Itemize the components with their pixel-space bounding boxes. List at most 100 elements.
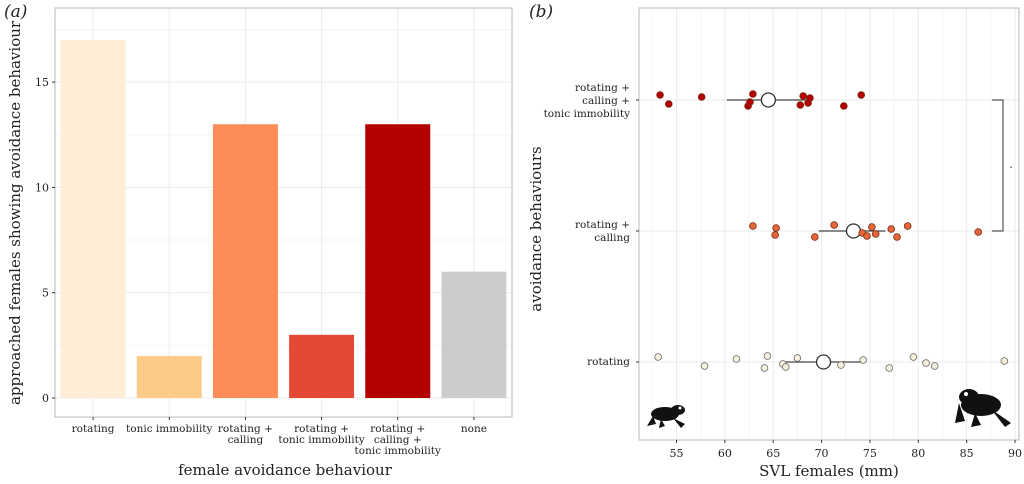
bar — [441, 271, 507, 398]
panel-a-y-axis-title: approached females showing avoidance beh… — [6, 20, 24, 405]
significance-marker: . — [1009, 158, 1013, 171]
data-point — [811, 233, 819, 241]
data-point — [781, 363, 790, 371]
panel-b-frame — [638, 7, 1020, 441]
x-tick-label: 75 — [863, 447, 877, 460]
panel-a-x-axis-title: female avoidance behaviour — [178, 461, 393, 479]
panel-a-bars — [60, 40, 507, 398]
y-category-label-line: rotating + — [575, 219, 630, 231]
bar — [212, 124, 278, 398]
y-tick-label: 15 — [35, 76, 49, 89]
data-point — [857, 91, 866, 99]
x-category-label-line: tonic immobility — [126, 423, 212, 435]
y-category-label-line: rotating + — [575, 82, 630, 94]
x-category-label: rotating + calling — [218, 423, 273, 446]
x-category-label-line: tonic immobility — [355, 445, 441, 457]
x-category-label-line: rotating — [72, 423, 115, 435]
data-point — [749, 90, 757, 98]
y-tick-label: 5 — [42, 287, 49, 300]
data-point — [859, 356, 867, 364]
data-point — [746, 98, 754, 106]
y-category-label: rotating + calling — [575, 219, 630, 244]
data-point — [799, 92, 807, 100]
x-category-label: rotating + tonic immobility — [278, 423, 364, 446]
x-category-label-line: rotating + — [294, 423, 349, 435]
data-point — [887, 225, 896, 233]
y-category-label: rotating + calling + tonic immobility — [544, 82, 630, 120]
data-point — [760, 364, 769, 372]
x-tick-label: 90 — [1008, 447, 1022, 460]
data-point — [796, 101, 805, 109]
data-point — [664, 100, 673, 108]
data-point — [749, 222, 757, 230]
data-point — [974, 228, 983, 236]
data-point — [806, 94, 814, 102]
data-point — [654, 353, 662, 361]
data-point — [771, 231, 779, 239]
data-point — [885, 364, 894, 372]
bar — [365, 124, 431, 398]
data-point — [793, 354, 802, 362]
x-category-label-line: calling + — [374, 434, 422, 446]
mean-marker — [760, 92, 777, 108]
panel-b-y-axis-title: avoidance behaviours — [527, 146, 545, 311]
panel-b-label: (b) — [529, 2, 553, 22]
data-point — [909, 353, 918, 361]
panel-a-label: (a) — [4, 2, 27, 22]
x-category-label-line: tonic immobility — [278, 434, 364, 446]
bar — [60, 40, 126, 398]
data-point — [863, 232, 871, 240]
y-tick-label: 10 — [35, 181, 49, 194]
x-tick-label: 55 — [670, 447, 684, 460]
panel-b-gridlines — [639, 8, 1019, 440]
panel-b-points — [654, 90, 1009, 372]
frog-large-icon — [955, 389, 1011, 427]
x-category-label: none — [461, 423, 487, 435]
x-tick-label: 70 — [815, 447, 829, 460]
x-tick-label: 65 — [766, 447, 780, 460]
data-point — [830, 221, 838, 229]
x-tick-label: 80 — [911, 447, 925, 460]
x-category-label-line: none — [461, 423, 487, 435]
data-point — [772, 224, 780, 232]
data-point — [837, 361, 845, 369]
frog-small-icon — [647, 405, 685, 428]
x-category-label-line: calling — [228, 434, 264, 446]
panel-a-y-ticks: 0 5 10 15 — [35, 76, 55, 405]
mean-marker — [845, 223, 862, 239]
data-point — [1000, 357, 1009, 365]
bar — [136, 355, 202, 398]
y-category-label: rotating — [587, 356, 630, 368]
panel-a-x-categories: rotating tonic immobility rotating + callin… — [72, 417, 487, 457]
x-category-label: rotating + calling + tonic immobility — [355, 423, 441, 457]
bar — [289, 334, 355, 398]
y-category-label-line: rotating — [587, 356, 630, 368]
data-point — [840, 102, 848, 110]
data-point — [868, 223, 876, 231]
x-tick-label: 60 — [718, 447, 732, 460]
data-point — [922, 359, 930, 367]
y-category-label-line: tonic immobility — [544, 108, 630, 120]
data-point — [871, 230, 880, 238]
y-category-label-line: calling + — [582, 95, 630, 107]
data-point — [700, 362, 709, 370]
panel-b-mean-ranges — [726, 92, 886, 370]
data-point — [893, 233, 901, 241]
panel-b-y-categories: rotating + calling + tonic immobilityrotat… — [544, 82, 639, 368]
x-category-label: tonic immobility — [126, 423, 212, 435]
data-point — [732, 355, 741, 363]
y-category-label-line: calling — [594, 232, 630, 244]
y-tick-label: 0 — [42, 392, 49, 405]
significance-bracket: . — [992, 99, 1013, 232]
data-point — [930, 362, 939, 370]
panel-b-dot-plot: (b) 55 60 65 70 75 80 85 90 rotating + calling +… — [527, 2, 1022, 480]
data-point — [697, 93, 706, 101]
x-tick-label: 85 — [960, 447, 974, 460]
panel-b-x-axis-title: SVL females (mm) — [759, 462, 899, 480]
panel-b-x-ticks: 55 60 65 70 75 80 85 90 — [670, 440, 1022, 460]
mean-marker — [815, 354, 832, 370]
data-point — [903, 222, 912, 230]
x-category-label: rotating — [72, 423, 115, 435]
